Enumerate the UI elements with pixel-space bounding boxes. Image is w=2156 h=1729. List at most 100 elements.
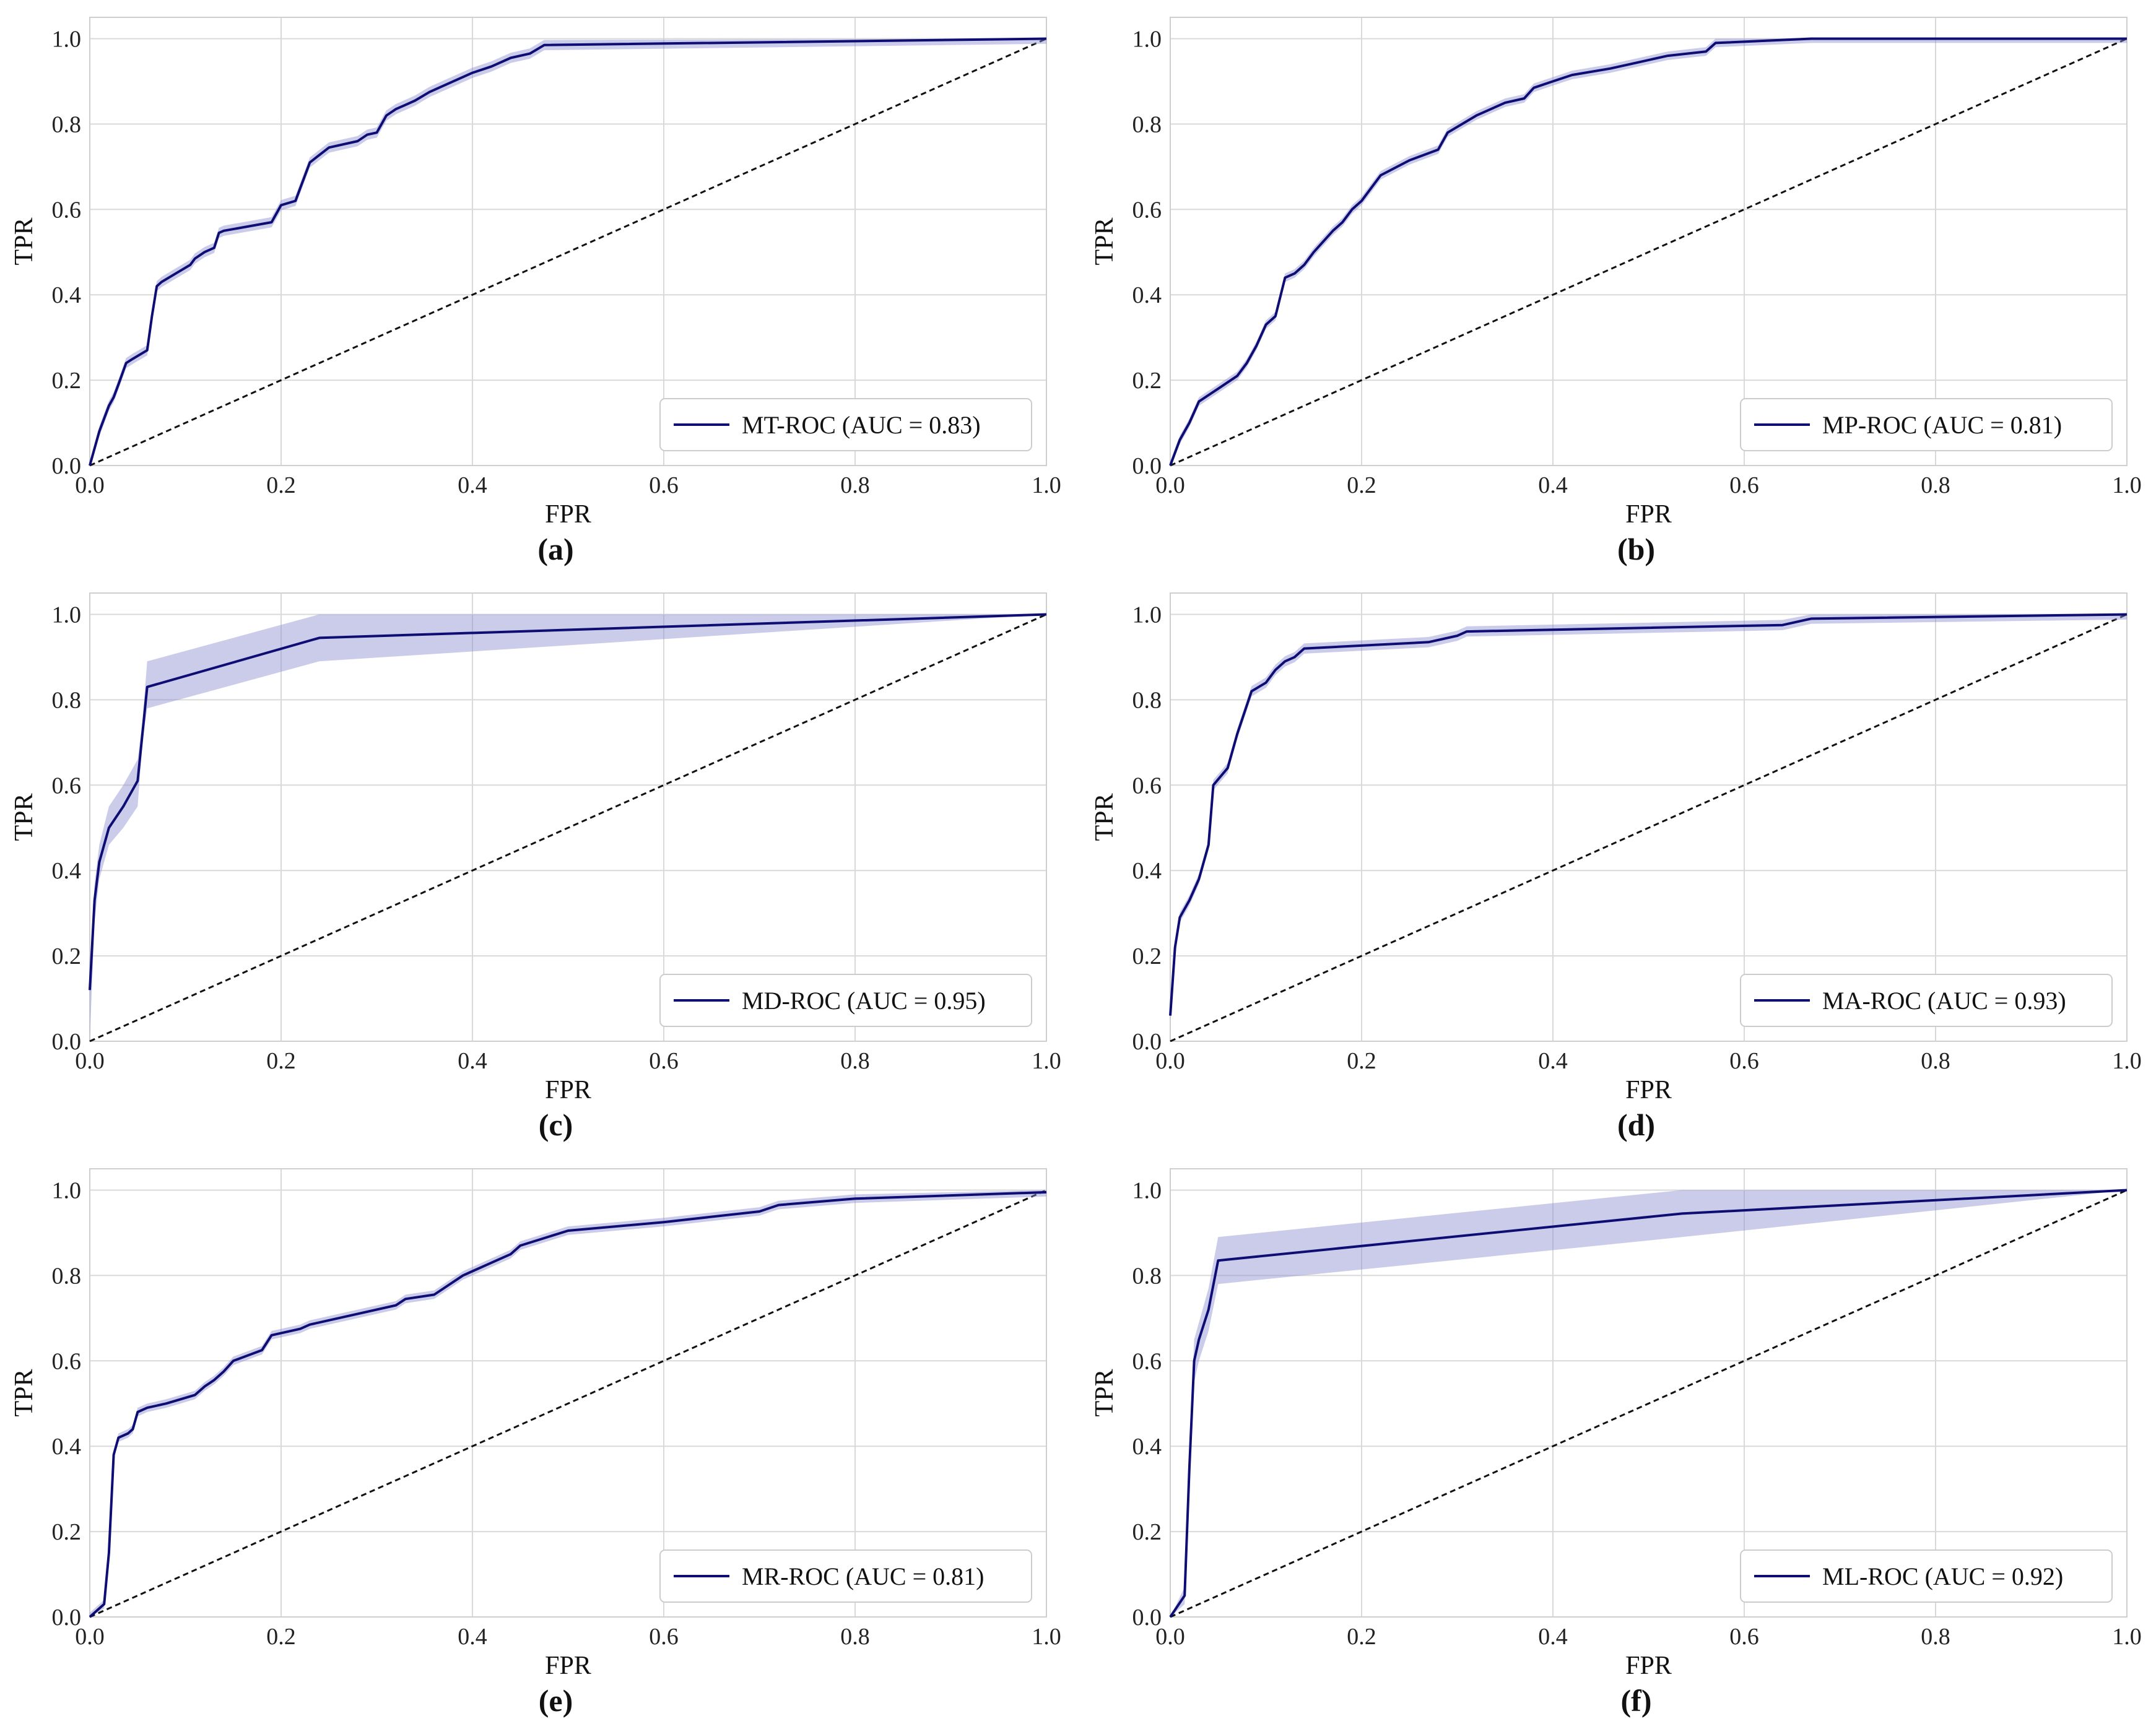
- chance-diagonal: [1170, 1189, 2128, 1618]
- x-tick-label: 0.8: [840, 1048, 870, 1074]
- y-tick-label: 0.8: [52, 111, 82, 137]
- x-tick-label: 1.0: [2112, 1624, 2142, 1650]
- x-tick-label: 0.0: [1155, 472, 1185, 498]
- roc-chart: 0.0 0.2 0.4 0.6 0.8 1.0 0.0 0.2 0.4 0.6 0.8 1.0 MA-R…: [1090, 592, 2142, 1142]
- y-tick-label: 0.2: [52, 368, 82, 394]
- panel-caption: (e): [539, 1683, 573, 1718]
- y-tick-label: 0.8: [52, 1263, 82, 1289]
- panel-caption: (b): [1617, 532, 1655, 566]
- x-tick-label: 0.4: [1538, 472, 1568, 498]
- x-tick-label: 0.0: [1155, 1624, 1185, 1650]
- y-tick-label: 0.4: [52, 858, 82, 884]
- legend-box: [1740, 398, 2113, 451]
- y-tick-label: 0.4: [52, 282, 82, 308]
- y-tick-label: 1.0: [1132, 26, 1162, 52]
- panel-caption: (a): [537, 532, 573, 566]
- plot-frame: [1170, 1168, 2128, 1618]
- y-tick-label: 0.2: [52, 1519, 82, 1545]
- legend-box: [1740, 974, 2113, 1027]
- y-tick-label: 0.8: [1132, 1263, 1162, 1289]
- y-tick-label: 0.8: [1132, 111, 1162, 137]
- x-tick-label: 0.0: [75, 1624, 105, 1650]
- x-tick-label: 1.0: [2112, 472, 2142, 498]
- panel-caption: (f): [1621, 1683, 1652, 1718]
- panel-d: 0.0 0.2 0.4 0.6 0.8 1.0 0.0 0.2 0.4 0.6 0.8 1.0 MA-R…: [1080, 576, 2145, 1142]
- y-tick-label: 0.0: [52, 1605, 82, 1631]
- roc-curve: [89, 1190, 1047, 1618]
- chance-diagonal: [1170, 38, 2128, 467]
- legend-label: MT-ROC (AUC = 0.83): [742, 411, 981, 439]
- x-tick-label: 0.0: [75, 1048, 105, 1074]
- y-tick-label: 1.0: [1132, 602, 1162, 628]
- x-tick-label: 0.2: [1347, 1048, 1376, 1074]
- plot-frame: [89, 17, 1047, 466]
- panel-caption: (c): [539, 1107, 573, 1142]
- y-axis-label: TPR: [1090, 1369, 1119, 1416]
- y-tick-label: 0.0: [1132, 1029, 1162, 1055]
- y-tick-label: 0.2: [1132, 943, 1162, 969]
- x-tick-label: 1.0: [1032, 472, 1061, 498]
- y-tick-label: 0.4: [1132, 1434, 1162, 1460]
- x-tick-label: 0.2: [266, 1048, 296, 1074]
- roc-curve: [1169, 613, 2128, 1016]
- chance-diagonal: [1170, 613, 2128, 1042]
- y-tick-label: 0.6: [1132, 197, 1162, 223]
- legend-label: ML-ROC (AUC = 0.92): [1822, 1562, 2063, 1590]
- y-tick-label: 0.6: [52, 773, 82, 799]
- legend-label: MA-ROC (AUC = 0.93): [1822, 987, 2066, 1015]
- x-tick-label: 0.4: [458, 1624, 487, 1650]
- x-tick-label: 0.0: [75, 472, 105, 498]
- y-axis-label: TPR: [10, 1369, 38, 1416]
- y-tick-label: 0.8: [1132, 687, 1162, 713]
- roc-chart: 0.0 0.2 0.4 0.6 0.8 1.0 0.0 0.2 0.4 0.6 0.8 1.0 MR-R…: [10, 1168, 1061, 1718]
- panel-c: 0.0 0.2 0.4 0.6 0.8 1.0 0.0 0.2 0.4 0.6 0.8 1.0 MD-R…: [0, 576, 1065, 1142]
- panel-e: 0.0 0.2 0.4 0.6 0.8 1.0 0.0 0.2 0.4 0.6 0.8 1.0 MR-R…: [0, 1151, 1065, 1718]
- y-tick-label: 0.2: [1132, 368, 1162, 394]
- x-axis-label: FPR: [545, 500, 591, 529]
- chance-diagonal: [89, 613, 1047, 1042]
- x-tick-label: 0.8: [1921, 1624, 1950, 1650]
- x-tick-label: 0.2: [266, 1624, 296, 1650]
- y-axis-label: TPR: [1090, 217, 1119, 265]
- y-tick-label: 0.0: [52, 1029, 82, 1055]
- x-tick-label: 0.6: [1729, 1048, 1759, 1074]
- y-tick-label: 0.4: [1132, 858, 1162, 884]
- chance-diagonal: [89, 38, 1047, 467]
- confidence-band: [1170, 1190, 2127, 1617]
- panel-a: 0.0 0.2 0.4 0.6 0.8 1.0 0.0 0.2 0.4 0.6 0.8 1.0 MT-R…: [0, 0, 1065, 566]
- roc-chart: 0.0 0.2 0.4 0.6 0.8 1.0 0.0 0.2 0.4 0.6 0.8 1.0 MP-R…: [1090, 17, 2142, 566]
- x-tick-label: 0.6: [1729, 472, 1759, 498]
- y-axis-label: TPR: [10, 217, 38, 265]
- legend-box: [659, 398, 1032, 451]
- x-tick-label: 0.6: [649, 1624, 679, 1650]
- roc-curve: [89, 37, 1047, 466]
- y-tick-label: 0.4: [1132, 282, 1162, 308]
- roc-curve: [1169, 1189, 2128, 1618]
- x-tick-label: 0.4: [1538, 1048, 1568, 1074]
- x-axis-label: FPR: [545, 1652, 591, 1680]
- y-tick-label: 1.0: [1132, 1177, 1162, 1203]
- chance-diagonal: [89, 1189, 1047, 1618]
- x-tick-label: 0.0: [1155, 1048, 1185, 1074]
- y-tick-label: 0.2: [1132, 1519, 1162, 1545]
- y-tick-label: 0.6: [52, 1348, 82, 1374]
- x-axis-label: FPR: [1625, 1076, 1672, 1104]
- x-tick-label: 0.6: [1729, 1624, 1759, 1650]
- x-tick-label: 0.2: [1347, 1624, 1376, 1650]
- legend-label: MP-ROC (AUC = 0.81): [1822, 411, 2062, 439]
- y-tick-label: 1.0: [52, 602, 82, 628]
- roc-chart: 0.0 0.2 0.4 0.6 0.8 1.0 0.0 0.2 0.4 0.6 0.8 1.0 MT-R…: [10, 17, 1061, 566]
- roc-curve: [89, 613, 1047, 990]
- roc-chart: 0.0 0.2 0.4 0.6 0.8 1.0 0.0 0.2 0.4 0.6 0.8 1.0 ML-R…: [1090, 1168, 2142, 1718]
- x-tick-label: 0.8: [840, 472, 870, 498]
- panel-f: 0.0 0.2 0.4 0.6 0.8 1.0 0.0 0.2 0.4 0.6 0.8 1.0 ML-R…: [1080, 1151, 2145, 1718]
- plot-frame: [89, 592, 1047, 1042]
- x-tick-label: 0.2: [266, 472, 296, 498]
- x-axis-label: FPR: [1625, 1652, 1672, 1680]
- legend-box: [1740, 1549, 2113, 1603]
- panel-caption: (d): [1617, 1107, 1655, 1142]
- y-tick-label: 0.6: [1132, 773, 1162, 799]
- roc-curve: [1169, 37, 2127, 466]
- legend-label: MD-ROC (AUC = 0.95): [742, 987, 986, 1015]
- confidence-band: [1170, 614, 2127, 1021]
